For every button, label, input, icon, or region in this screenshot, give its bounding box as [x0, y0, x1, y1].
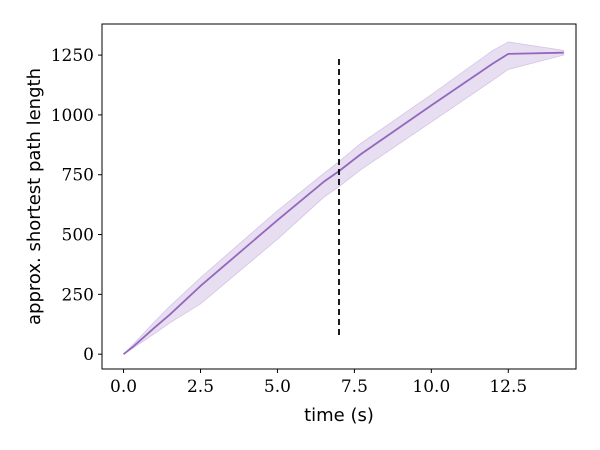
x-axis: 0.0 2.5 5.0 7.5 10.0 12.5 — [110, 369, 527, 397]
y-tick-label: 1250 — [51, 46, 94, 66]
y-tick-label: 0 — [83, 345, 94, 365]
axes-frame — [101, 23, 577, 370]
x-tick-label: 5.0 — [264, 377, 291, 397]
x-tick-label: 0.0 — [110, 377, 137, 397]
x-tick-label: 10.0 — [412, 377, 450, 397]
plot-area — [122, 41, 565, 355]
y-tick-label: 1000 — [51, 106, 94, 126]
y-tick-label: 250 — [62, 285, 94, 305]
x-axis-label: time (s) — [304, 405, 374, 426]
series-line — [122, 51, 564, 355]
x-tick-label: 7.5 — [341, 377, 368, 397]
x-tick-label: 2.5 — [187, 377, 214, 397]
x-tick-label: 12.5 — [489, 377, 527, 397]
confidence-band — [123, 41, 565, 355]
y-tick-label: 500 — [62, 226, 94, 246]
y-tick-label: 750 — [62, 166, 94, 186]
y-axis-label: approx. shortest path length — [24, 68, 45, 325]
y-axis: 0 250 500 750 1000 1250 — [51, 46, 102, 365]
